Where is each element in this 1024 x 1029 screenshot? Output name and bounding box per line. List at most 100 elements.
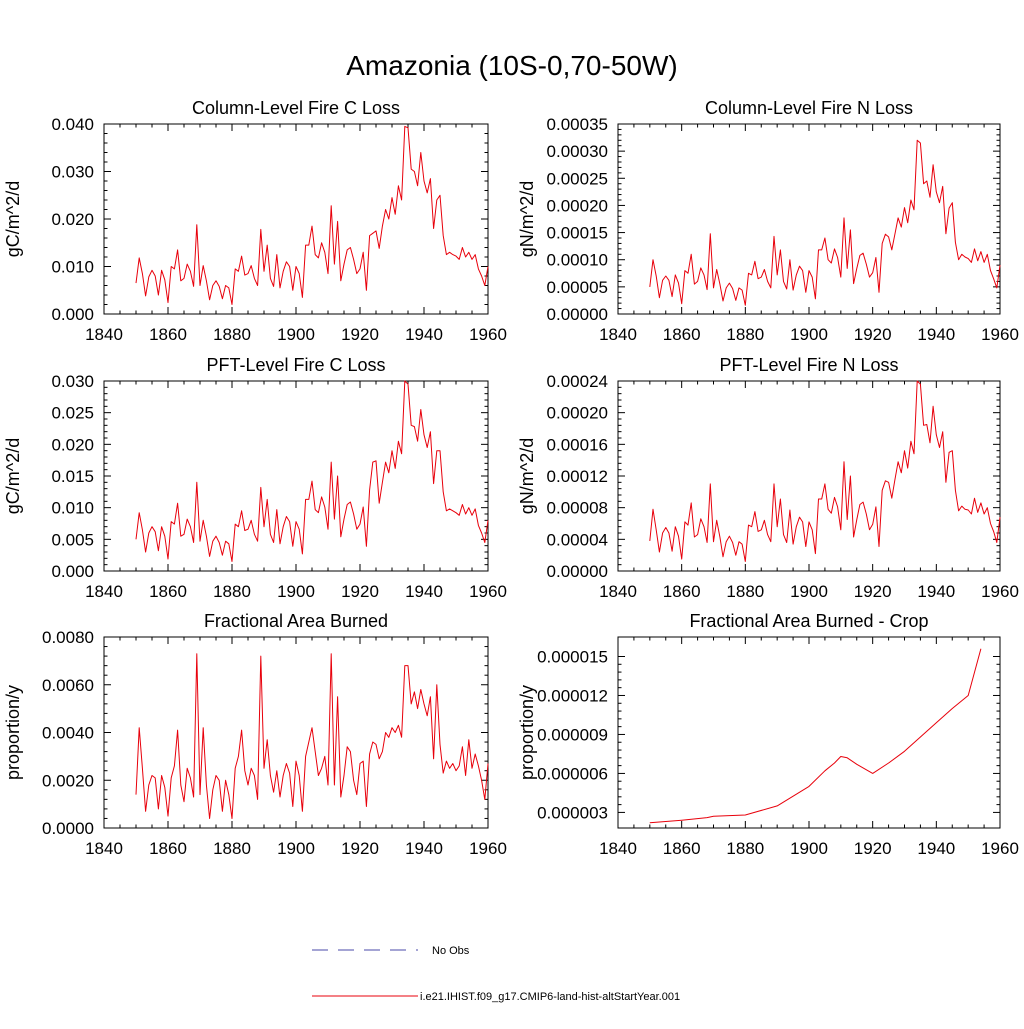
x-tick-label: 1900	[277, 839, 315, 858]
y-tick-label: 0.000006	[537, 764, 608, 783]
panel-title: Fractional Area Burned - Crop	[689, 611, 928, 631]
y-tick-label: 0.005	[51, 530, 94, 549]
y-tick-label: 0.0060	[42, 676, 94, 695]
x-tick-label: 1920	[854, 325, 892, 344]
panel-title: PFT-Level Fire C Loss	[206, 355, 385, 375]
y-axis-label: gN/m^2/d	[517, 438, 537, 514]
x-tick-label: 1900	[790, 325, 828, 344]
x-tick-label: 1920	[341, 325, 379, 344]
panel-title: Column-Level Fire C Loss	[192, 98, 400, 118]
x-tick-label: 1880	[726, 839, 764, 858]
x-tick-label: 1840	[85, 325, 123, 344]
series-line-1	[649, 139, 1001, 306]
y-tick-label: 0.040	[51, 115, 94, 134]
y-axis-label: proportion/y	[3, 685, 23, 780]
y-tick-label: 0.00000	[547, 562, 608, 581]
y-tick-label: 0.000012	[537, 686, 608, 705]
y-tick-label: 0.00030	[547, 142, 608, 161]
legend: No Obs i.e21.IHIST.f09_g17.CMIP6-land-hi…	[312, 945, 680, 1003]
chart-panel-2: Column-Level Fire N Loss gN/m^2/d 1840 1860…	[517, 98, 1019, 344]
y-tick-label: 0.00008	[547, 499, 608, 518]
y-axis-label: proportion/y	[517, 685, 537, 780]
x-tick-label: 1920	[341, 839, 379, 858]
x-tick-label: 1880	[726, 325, 764, 344]
x-tick-label: 1840	[599, 325, 637, 344]
x-tick-label: 1900	[277, 325, 315, 344]
y-tick-label: 0.015	[51, 467, 94, 486]
x-tick-label: 1940	[405, 839, 443, 858]
chart-panel-6: Fractional Area Burned - Crop proportion/…	[517, 611, 1019, 858]
y-tick-label: 0.000009	[537, 725, 608, 744]
x-tick-label: 1900	[790, 839, 828, 858]
series-line-1	[135, 125, 489, 305]
chart-panel-4: PFT-Level Fire N Loss gN/m^2/d 1840 1860 188…	[517, 355, 1019, 601]
y-tick-label: 0.0040	[42, 724, 94, 743]
x-tick-label: 1880	[213, 582, 251, 601]
y-tick-label: 0.00016	[547, 435, 608, 454]
x-tick-label: 1900	[277, 582, 315, 601]
x-tick-label: 1860	[663, 325, 701, 344]
plot-frame	[617, 636, 1001, 829]
y-tick-label: 0.000015	[537, 647, 608, 666]
y-tick-label: 0.00005	[547, 278, 608, 297]
x-tick-label: 1920	[341, 582, 379, 601]
y-tick-label: 0.00020	[547, 196, 608, 215]
x-tick-label: 1840	[85, 839, 123, 858]
x-tick-label: 1940	[917, 325, 955, 344]
x-tick-label: 1960	[469, 325, 507, 344]
x-tick-label: 1840	[599, 839, 637, 858]
x-tick-label: 1860	[663, 582, 701, 601]
x-tick-label: 1840	[85, 582, 123, 601]
panel-title: Column-Level Fire N Loss	[705, 98, 913, 118]
y-tick-label: 0.010	[51, 499, 94, 518]
series-line-1	[649, 380, 1001, 562]
x-tick-label: 1960	[469, 839, 507, 858]
x-tick-label: 1960	[469, 582, 507, 601]
y-tick-label: 0.0000	[42, 819, 94, 838]
series-line-1	[649, 648, 982, 824]
y-tick-label: 0.00025	[547, 169, 608, 188]
y-tick-label: 0.0080	[42, 628, 94, 647]
y-tick-label: 0.025	[51, 404, 94, 423]
y-tick-label: 0.00015	[547, 224, 608, 243]
x-tick-label: 1920	[854, 582, 892, 601]
series-line-1	[135, 380, 489, 562]
y-axis-label: gC/m^2/d	[3, 438, 23, 514]
x-tick-label: 1860	[149, 582, 187, 601]
y-axis-label: gN/m^2/d	[517, 181, 537, 257]
x-tick-label: 1880	[213, 325, 251, 344]
x-tick-label: 1940	[917, 582, 955, 601]
y-tick-label: 0.020	[51, 210, 94, 229]
x-tick-label: 1840	[599, 582, 637, 601]
legend-no-obs-label: No Obs	[432, 945, 470, 957]
y-tick-label: 0.000	[51, 305, 94, 324]
plot-frame	[103, 123, 489, 315]
chart-panel-1: Column-Level Fire C Loss gC/m^2/d 1840 1860…	[3, 98, 507, 344]
panel-title: PFT-Level Fire N Loss	[719, 355, 898, 375]
chart-panel-5: Fractional Area Burned proportion/y 1840 18…	[3, 611, 507, 858]
panel-title: Fractional Area Burned	[204, 611, 388, 631]
plot-frame	[103, 636, 489, 829]
panels: Column-Level Fire C Loss gC/m^2/d 1840 1860…	[3, 98, 1019, 858]
plot-frame	[103, 380, 489, 572]
x-tick-label: 1960	[981, 325, 1019, 344]
plot-frame	[617, 380, 1001, 572]
x-tick-label: 1880	[726, 582, 764, 601]
y-tick-label: 0.00024	[547, 372, 608, 391]
x-tick-label: 1940	[405, 325, 443, 344]
y-tick-label: 0.00000	[547, 305, 608, 324]
x-tick-label: 1900	[790, 582, 828, 601]
y-tick-label: 0.00020	[547, 404, 608, 423]
figure-title: Amazonia (10S-0,70-50W)	[346, 50, 677, 81]
x-tick-label: 1880	[213, 839, 251, 858]
y-tick-label: 0.000	[51, 562, 94, 581]
y-tick-label: 0.00035	[547, 115, 608, 134]
x-tick-label: 1860	[149, 839, 187, 858]
y-tick-label: 0.010	[51, 258, 94, 277]
y-axis-label: gC/m^2/d	[3, 181, 23, 257]
x-tick-label: 1960	[981, 839, 1019, 858]
y-tick-label: 0.00010	[547, 251, 608, 270]
y-tick-label: 0.0020	[42, 771, 94, 790]
